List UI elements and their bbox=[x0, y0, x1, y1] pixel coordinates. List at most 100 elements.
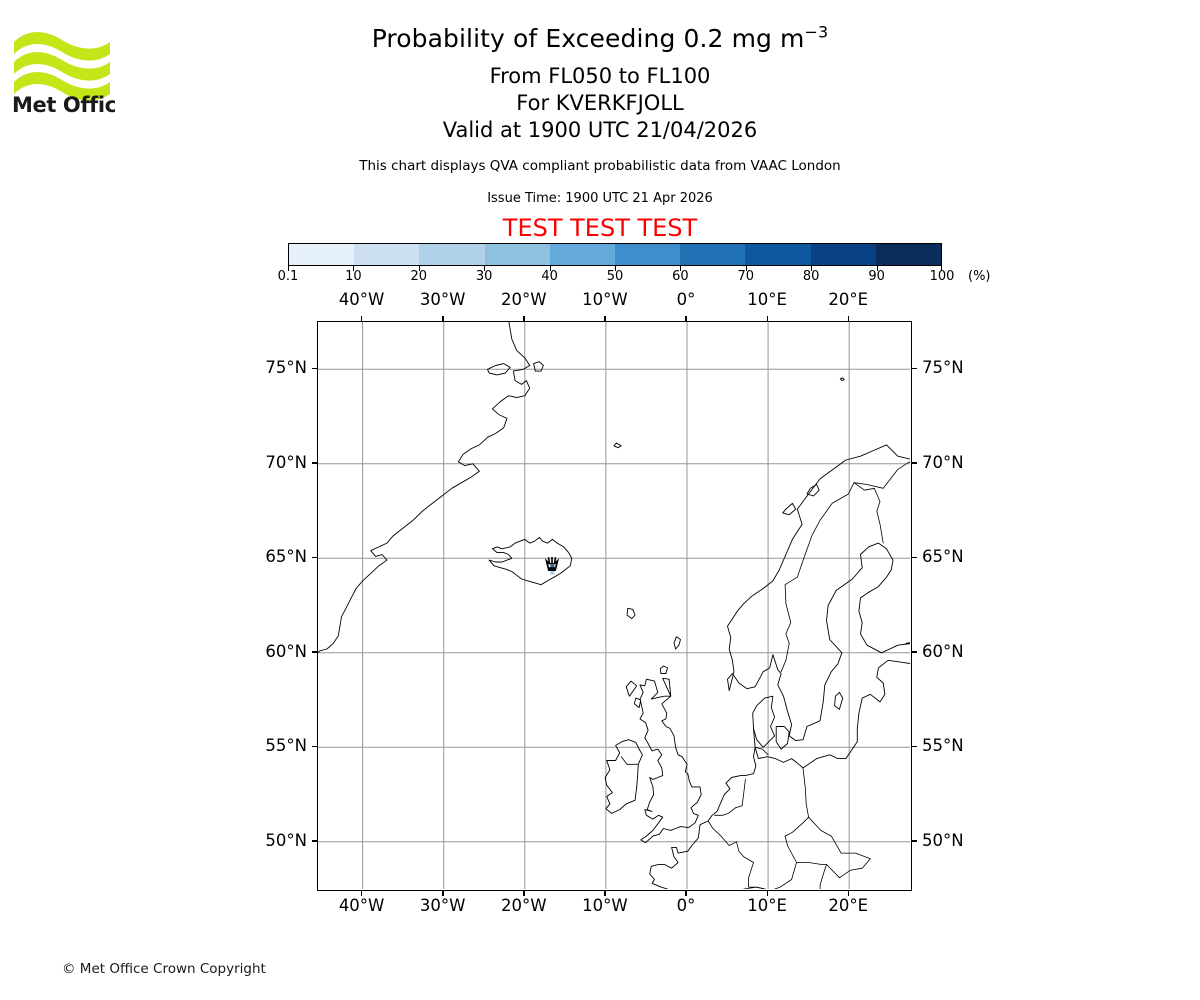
colorbar-tick-60 bbox=[680, 266, 682, 271]
page-title: Probability of Exceeding 0.2 mg m−3 bbox=[0, 24, 1200, 54]
lat-tick-label-left-65: 65°N bbox=[265, 547, 307, 567]
lon-tick-mark--30-bottom bbox=[442, 891, 444, 896]
issue-time-label: Issue Time: 1900 UTC 21 Apr 2026 bbox=[487, 191, 713, 206]
colorbar-tick-80 bbox=[811, 266, 813, 271]
colorbar-tick-label-50: 50 bbox=[606, 269, 624, 284]
country-border-germany-czech bbox=[784, 816, 810, 863]
logo-waves bbox=[14, 32, 110, 101]
volcano-icon[interactable] bbox=[544, 556, 560, 571]
country-border-germany-poland bbox=[802, 767, 810, 818]
lat-tick-label-right-50: 50°N bbox=[922, 830, 964, 850]
colorbar-tick-label-90: 90 bbox=[868, 269, 885, 284]
coastline-lofoten bbox=[782, 502, 797, 516]
lon-tick-mark-10-top bbox=[766, 316, 768, 321]
colorbar-tick-10 bbox=[353, 266, 355, 271]
coastline-nw-europe-coast bbox=[753, 727, 858, 769]
country-border-benelux bbox=[735, 778, 746, 809]
colorbar-tick-label-80: 80 bbox=[802, 269, 820, 284]
country-border-belgium-france bbox=[707, 820, 737, 846]
lat-tick-mark-65-left bbox=[312, 556, 317, 559]
country-border-uk-ireland-border bbox=[620, 756, 638, 765]
lat-tick-mark-55-right bbox=[912, 745, 917, 748]
page-title-exponent: −3 bbox=[804, 22, 829, 42]
coastline-denmark-jutland bbox=[752, 695, 776, 748]
country-border-germany-west bbox=[736, 841, 754, 863]
coastline-greenland-east bbox=[318, 322, 531, 654]
lat-tick-label-left-70: 70°N bbox=[265, 452, 307, 472]
colorbar-segment-4 bbox=[549, 244, 616, 265]
lon-tick-mark-20-top bbox=[847, 316, 850, 321]
coastline-germany-denmark-link bbox=[753, 746, 757, 775]
coastline-skye bbox=[633, 697, 642, 709]
country-border-denmark-germany-border bbox=[754, 746, 769, 756]
coastline-britain bbox=[639, 677, 702, 844]
longitude-labels-top: 40°W 30°W 20°W 10°W 0° 10°E 20°E bbox=[317, 290, 912, 312]
lon-tick-label-top--20: 20°W bbox=[501, 290, 547, 309]
country-border-switzerland bbox=[743, 886, 766, 889]
volcano-name-line: For KVERKFJOLL bbox=[516, 91, 684, 115]
colorbar-tick-100 bbox=[941, 266, 942, 271]
colorbar-tick-label-70: 70 bbox=[737, 269, 755, 284]
lon-tick-mark--10-bottom bbox=[604, 891, 606, 896]
lat-tick-label-right-55: 55°N bbox=[922, 736, 964, 756]
valid-time-line: Valid at 1900 UTC 21/04/2026 bbox=[442, 118, 758, 142]
country-border-poland-czech-slovak bbox=[808, 816, 871, 860]
lat-tick-mark-55-left bbox=[312, 745, 317, 748]
volcano-marker[interactable] bbox=[544, 556, 560, 571]
lat-tick-label-left-60: 60°N bbox=[265, 641, 307, 661]
country-border-hungary-slovakia bbox=[826, 858, 871, 879]
met-office-logo-text: Met Office bbox=[12, 93, 115, 115]
lon-tick-mark--30-top bbox=[442, 316, 444, 321]
lat-tick-mark-75-right bbox=[912, 367, 917, 370]
met-office-logo: Met Office bbox=[10, 20, 115, 115]
lon-tick-label-bottom-0: 0° bbox=[676, 896, 696, 915]
country-border-germany-austria bbox=[764, 862, 797, 889]
colorbar-gradient bbox=[288, 243, 942, 266]
colorbar-segment-6 bbox=[680, 244, 746, 265]
lon-tick-label-top-0: 0° bbox=[676, 290, 696, 309]
coastline-bear-island bbox=[839, 377, 845, 382]
colorbar-tick-labels: 0.1 10 20 30 40 50 60 70 80 90 100 bbox=[278, 269, 955, 289]
country-border-norway-finland-russia bbox=[853, 461, 910, 489]
colorbar-tick-label-30: 30 bbox=[475, 269, 493, 284]
colorbar-unit-label: (%) bbox=[968, 269, 991, 284]
coastline-norway-sweden-finland bbox=[727, 444, 910, 742]
lat-tick-label-right-65: 65°N bbox=[922, 547, 964, 567]
country-border-czech-austria bbox=[796, 862, 827, 865]
lon-tick-label-top--10: 10°W bbox=[582, 290, 628, 309]
colorbar-segment-2 bbox=[419, 244, 485, 265]
colorbar-tick-0.1 bbox=[288, 266, 289, 271]
map-gridlines bbox=[318, 322, 910, 889]
lon-tick-label-bottom--20: 20°W bbox=[501, 896, 547, 915]
colorbar-tick-40 bbox=[549, 266, 551, 271]
lat-tick-mark-70-right bbox=[912, 462, 917, 464]
colorbar-tick-label-100: 100 bbox=[929, 269, 955, 284]
lon-tick-label-top-20: 20°E bbox=[828, 290, 869, 309]
lat-tick-label-right-75: 75°N bbox=[922, 358, 964, 378]
map-plot-area[interactable] bbox=[317, 321, 912, 891]
coastline-shetland bbox=[673, 636, 681, 650]
colorbar-tick-marks bbox=[288, 266, 942, 272]
lat-tick-label-right-60: 60°N bbox=[922, 641, 964, 661]
volcano-plume-2 bbox=[553, 557, 557, 565]
colorbar-segment-3 bbox=[484, 244, 550, 265]
probability-colorbar: 0.1 10 20 30 40 50 60 70 80 90 100 bbox=[278, 243, 954, 284]
lon-tick-mark--40-bottom bbox=[361, 891, 363, 896]
colorbar-segment-7 bbox=[745, 244, 811, 265]
coastline-hebrides bbox=[625, 680, 638, 697]
lon-tick-label-bottom--30: 30°W bbox=[419, 896, 466, 915]
coastline-ireland bbox=[604, 739, 643, 814]
lon-tick-mark-0-top bbox=[685, 316, 687, 321]
coastline-iceland bbox=[488, 537, 573, 586]
lon-tick-mark-10-bottom bbox=[766, 891, 768, 896]
lat-tick-mark-75-left bbox=[312, 367, 317, 370]
colorbar-tick-90 bbox=[876, 266, 878, 271]
colorbar-segment-0 bbox=[289, 244, 355, 265]
colorbar-tick-label-10: 10 bbox=[345, 269, 362, 284]
country-border-austria-hungary-slovenia bbox=[764, 864, 827, 889]
lat-tick-label-left-50: 50°N bbox=[265, 830, 307, 850]
ash-cell-1 bbox=[550, 568, 555, 575]
lon-tick-mark-20-bottom bbox=[847, 891, 850, 896]
volcano-plume-0 bbox=[547, 557, 551, 565]
country-border-belgium-netherlands bbox=[714, 807, 737, 816]
